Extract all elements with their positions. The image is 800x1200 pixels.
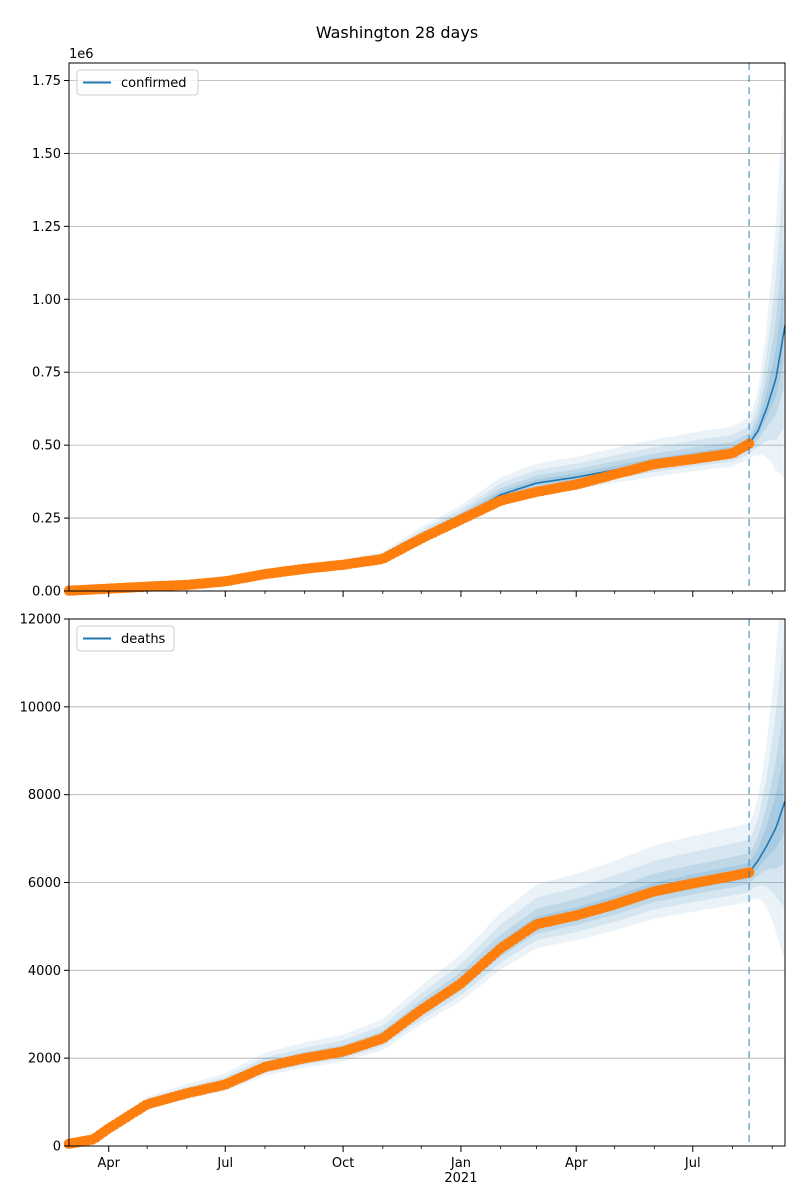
confirmed-legend-label: confirmed	[121, 76, 187, 91]
confirmed-series	[63, 325, 786, 596]
confirmed-legend-box	[76, 69, 199, 96]
y-tick-label: 4000	[28, 964, 61, 979]
y-tick-label: 0.75	[32, 366, 61, 381]
deaths-x-axis: Apr Jul Oct Jan Apr Jul	[97, 1146, 773, 1171]
observed-point	[743, 438, 755, 449]
confirmed-plot-frame	[68, 62, 786, 592]
x-tick-label: Jul	[684, 1156, 701, 1171]
deaths-uncertainty-bands	[69, 619, 784, 1144]
x-tick-label: Jul	[216, 1156, 233, 1171]
deaths-legend: deaths	[76, 625, 175, 652]
y-tick-label: 1.00	[32, 293, 61, 308]
uncertainty-band	[69, 92, 784, 591]
figure-title: Washington 28 days	[316, 23, 478, 42]
deaths-series	[63, 801, 786, 1150]
confirmed-legend: confirmed	[76, 69, 199, 96]
deaths-panel: 0 2000 4000 6000 8000 10000 12000 Apr Jul Oct Jan…	[20, 613, 786, 1186]
x-axis-year-label: 2021	[444, 1171, 477, 1186]
y-tick-label: 12000	[20, 613, 61, 628]
x-tick-label: Jan	[450, 1156, 471, 1171]
y-tick-label: 0.00	[32, 585, 61, 600]
deaths-y-axis: 0 2000 4000 6000 8000 10000 12000	[20, 613, 69, 1155]
deaths-legend-box	[76, 625, 175, 652]
confirmed-uncertainty-bands	[69, 92, 784, 591]
y-tick-label: 2000	[28, 1052, 61, 1067]
y-tick-label: 0.25	[32, 512, 61, 527]
confirmed-panel: 0.00 0.25 0.50 0.75 1.00 1.25 1.50 1.75 1e6 con…	[32, 47, 786, 600]
x-tick-label: Apr	[565, 1156, 588, 1171]
y-tick-label: 1.75	[32, 74, 61, 89]
x-tick-label: Oct	[332, 1156, 354, 1171]
y-tick-label: 6000	[28, 876, 61, 891]
uncertainty-band	[69, 755, 784, 1144]
deaths-gridlines	[69, 618, 785, 1059]
confirmed-y-offset-label: 1e6	[69, 47, 94, 62]
uncertainty-band	[69, 705, 784, 1144]
deaths-legend-label: deaths	[121, 632, 166, 647]
confirmed-y-axis: 0.00 0.25 0.50 0.75 1.00 1.25 1.50 1.75	[32, 74, 69, 600]
y-tick-label: 1.25	[32, 220, 61, 235]
uncertainty-band	[69, 634, 784, 1144]
y-tick-label: 1.50	[32, 147, 61, 162]
y-tick-label: 8000	[28, 788, 61, 803]
confirmed-x-axis	[108, 591, 773, 597]
y-tick-label: 0	[53, 1140, 61, 1155]
y-tick-label: 10000	[20, 700, 61, 715]
uncertainty-band	[69, 172, 784, 591]
x-tick-label: Apr	[97, 1156, 120, 1171]
uncertainty-band	[69, 619, 784, 1144]
y-tick-label: 0.50	[32, 439, 61, 454]
